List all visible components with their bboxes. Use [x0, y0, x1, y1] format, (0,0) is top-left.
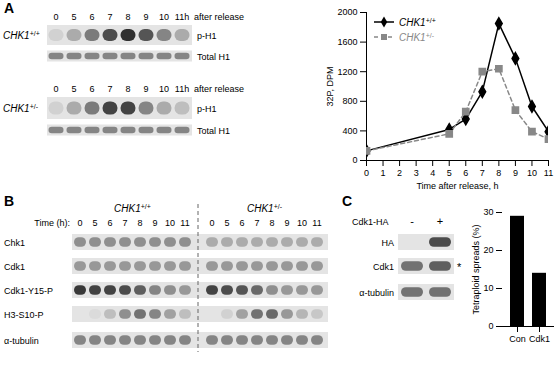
svg-text:CHK1+/-: CHK1+/- [3, 103, 39, 115]
svg-text:6: 6 [107, 218, 112, 228]
svg-text:9: 9 [152, 218, 157, 228]
svg-text:3: 3 [414, 168, 419, 178]
svg-text:8: 8 [125, 12, 130, 22]
svg-text:8: 8 [137, 218, 142, 228]
svg-text:11: 11 [180, 218, 189, 228]
svg-text:400: 400 [342, 126, 357, 136]
svg-text:α-tubulin: α-tubulin [4, 336, 39, 346]
svg-text:0: 0 [352, 155, 357, 165]
svg-text:B: B [4, 193, 14, 209]
svg-text:Total H1: Total H1 [197, 52, 230, 62]
svg-text:800: 800 [342, 96, 357, 106]
svg-text:32P, DPM: 32P, DPM [325, 67, 335, 107]
svg-text:Cdk1-Y15-P: Cdk1-Y15-P [4, 286, 53, 296]
svg-text:0: 0 [53, 84, 58, 94]
svg-text:H3-S10-P: H3-S10-P [4, 310, 44, 320]
svg-text:9: 9 [513, 168, 518, 178]
svg-text:11h: 11h [175, 12, 189, 22]
svg-text:9: 9 [143, 12, 148, 22]
svg-text:0: 0 [77, 218, 82, 228]
svg-text:1600: 1600 [337, 37, 357, 47]
svg-text:0: 0 [53, 12, 58, 22]
svg-text:A: A [4, 0, 14, 16]
svg-text:1200: 1200 [337, 67, 357, 77]
svg-text:1: 1 [381, 168, 386, 178]
svg-text:*: * [457, 261, 462, 273]
svg-text:p-H1: p-H1 [197, 104, 217, 114]
svg-text:6: 6 [89, 84, 94, 94]
svg-text:5: 5 [224, 218, 229, 228]
svg-text:2: 2 [397, 168, 402, 178]
svg-text:11: 11 [312, 218, 321, 228]
svg-text:p-H1: p-H1 [197, 31, 217, 41]
svg-text:5: 5 [447, 168, 452, 178]
svg-text:11: 11 [544, 168, 553, 178]
svg-text:HA: HA [381, 238, 394, 248]
svg-text:C: C [342, 193, 352, 209]
svg-text:0: 0 [209, 218, 214, 228]
svg-text:7: 7 [254, 218, 259, 228]
svg-text:10: 10 [483, 283, 493, 293]
svg-text:Time after release, h: Time after release, h [416, 181, 498, 191]
svg-text:6: 6 [239, 218, 244, 228]
svg-text:10: 10 [165, 218, 175, 228]
svg-text:6: 6 [89, 12, 94, 22]
svg-text:CHK1+/+: CHK1+/+ [399, 16, 436, 28]
svg-text:7: 7 [107, 12, 112, 22]
svg-text:9: 9 [284, 218, 289, 228]
svg-text:after release: after release [194, 12, 244, 22]
svg-text:5: 5 [71, 84, 76, 94]
svg-text:Cdk1: Cdk1 [529, 334, 550, 344]
svg-text:after release: after release [194, 84, 244, 94]
svg-text:7: 7 [480, 168, 485, 178]
svg-text:7: 7 [122, 218, 127, 228]
svg-text:7: 7 [107, 84, 112, 94]
svg-text:8: 8 [269, 218, 274, 228]
svg-text:+: + [437, 215, 443, 227]
svg-text:10: 10 [527, 168, 537, 178]
svg-text:CHK1+/-: CHK1+/- [247, 203, 283, 215]
svg-text:5: 5 [92, 218, 97, 228]
svg-text:4: 4 [430, 168, 435, 178]
svg-text:5: 5 [71, 12, 76, 22]
svg-text:10: 10 [159, 12, 169, 22]
svg-text:CHK1+/+: CHK1+/+ [3, 30, 40, 42]
svg-text:9: 9 [143, 84, 148, 94]
svg-text:0: 0 [488, 321, 493, 331]
svg-text:10: 10 [297, 218, 307, 228]
svg-text:Con: Con [509, 334, 526, 344]
svg-text:8: 8 [125, 84, 130, 94]
svg-text:Cdk1: Cdk1 [4, 262, 25, 272]
svg-text:-: - [410, 215, 414, 227]
svg-text:Cdk1: Cdk1 [373, 262, 394, 272]
svg-text:Total H1: Total H1 [197, 126, 230, 136]
svg-text:11h: 11h [175, 84, 189, 94]
svg-text:20: 20 [483, 245, 493, 255]
svg-text:2000: 2000 [337, 7, 357, 17]
svg-text:Cdk1-HA: Cdk1-HA [352, 217, 389, 227]
svg-text:CHK1+/-: CHK1+/- [399, 31, 435, 43]
svg-text:α-tubulin: α-tubulin [359, 288, 394, 298]
svg-text:30: 30 [483, 207, 493, 217]
svg-text:10: 10 [159, 84, 169, 94]
svg-text:6: 6 [463, 168, 468, 178]
svg-text:Chk1: Chk1 [4, 238, 25, 248]
svg-text:Time (h):: Time (h): [34, 218, 70, 228]
svg-text:CHK1+/+: CHK1+/+ [114, 203, 151, 215]
svg-text:Tetraploid spreads (%): Tetraploid spreads (%) [471, 224, 481, 314]
svg-text:0: 0 [364, 168, 369, 178]
svg-text:8: 8 [496, 168, 501, 178]
